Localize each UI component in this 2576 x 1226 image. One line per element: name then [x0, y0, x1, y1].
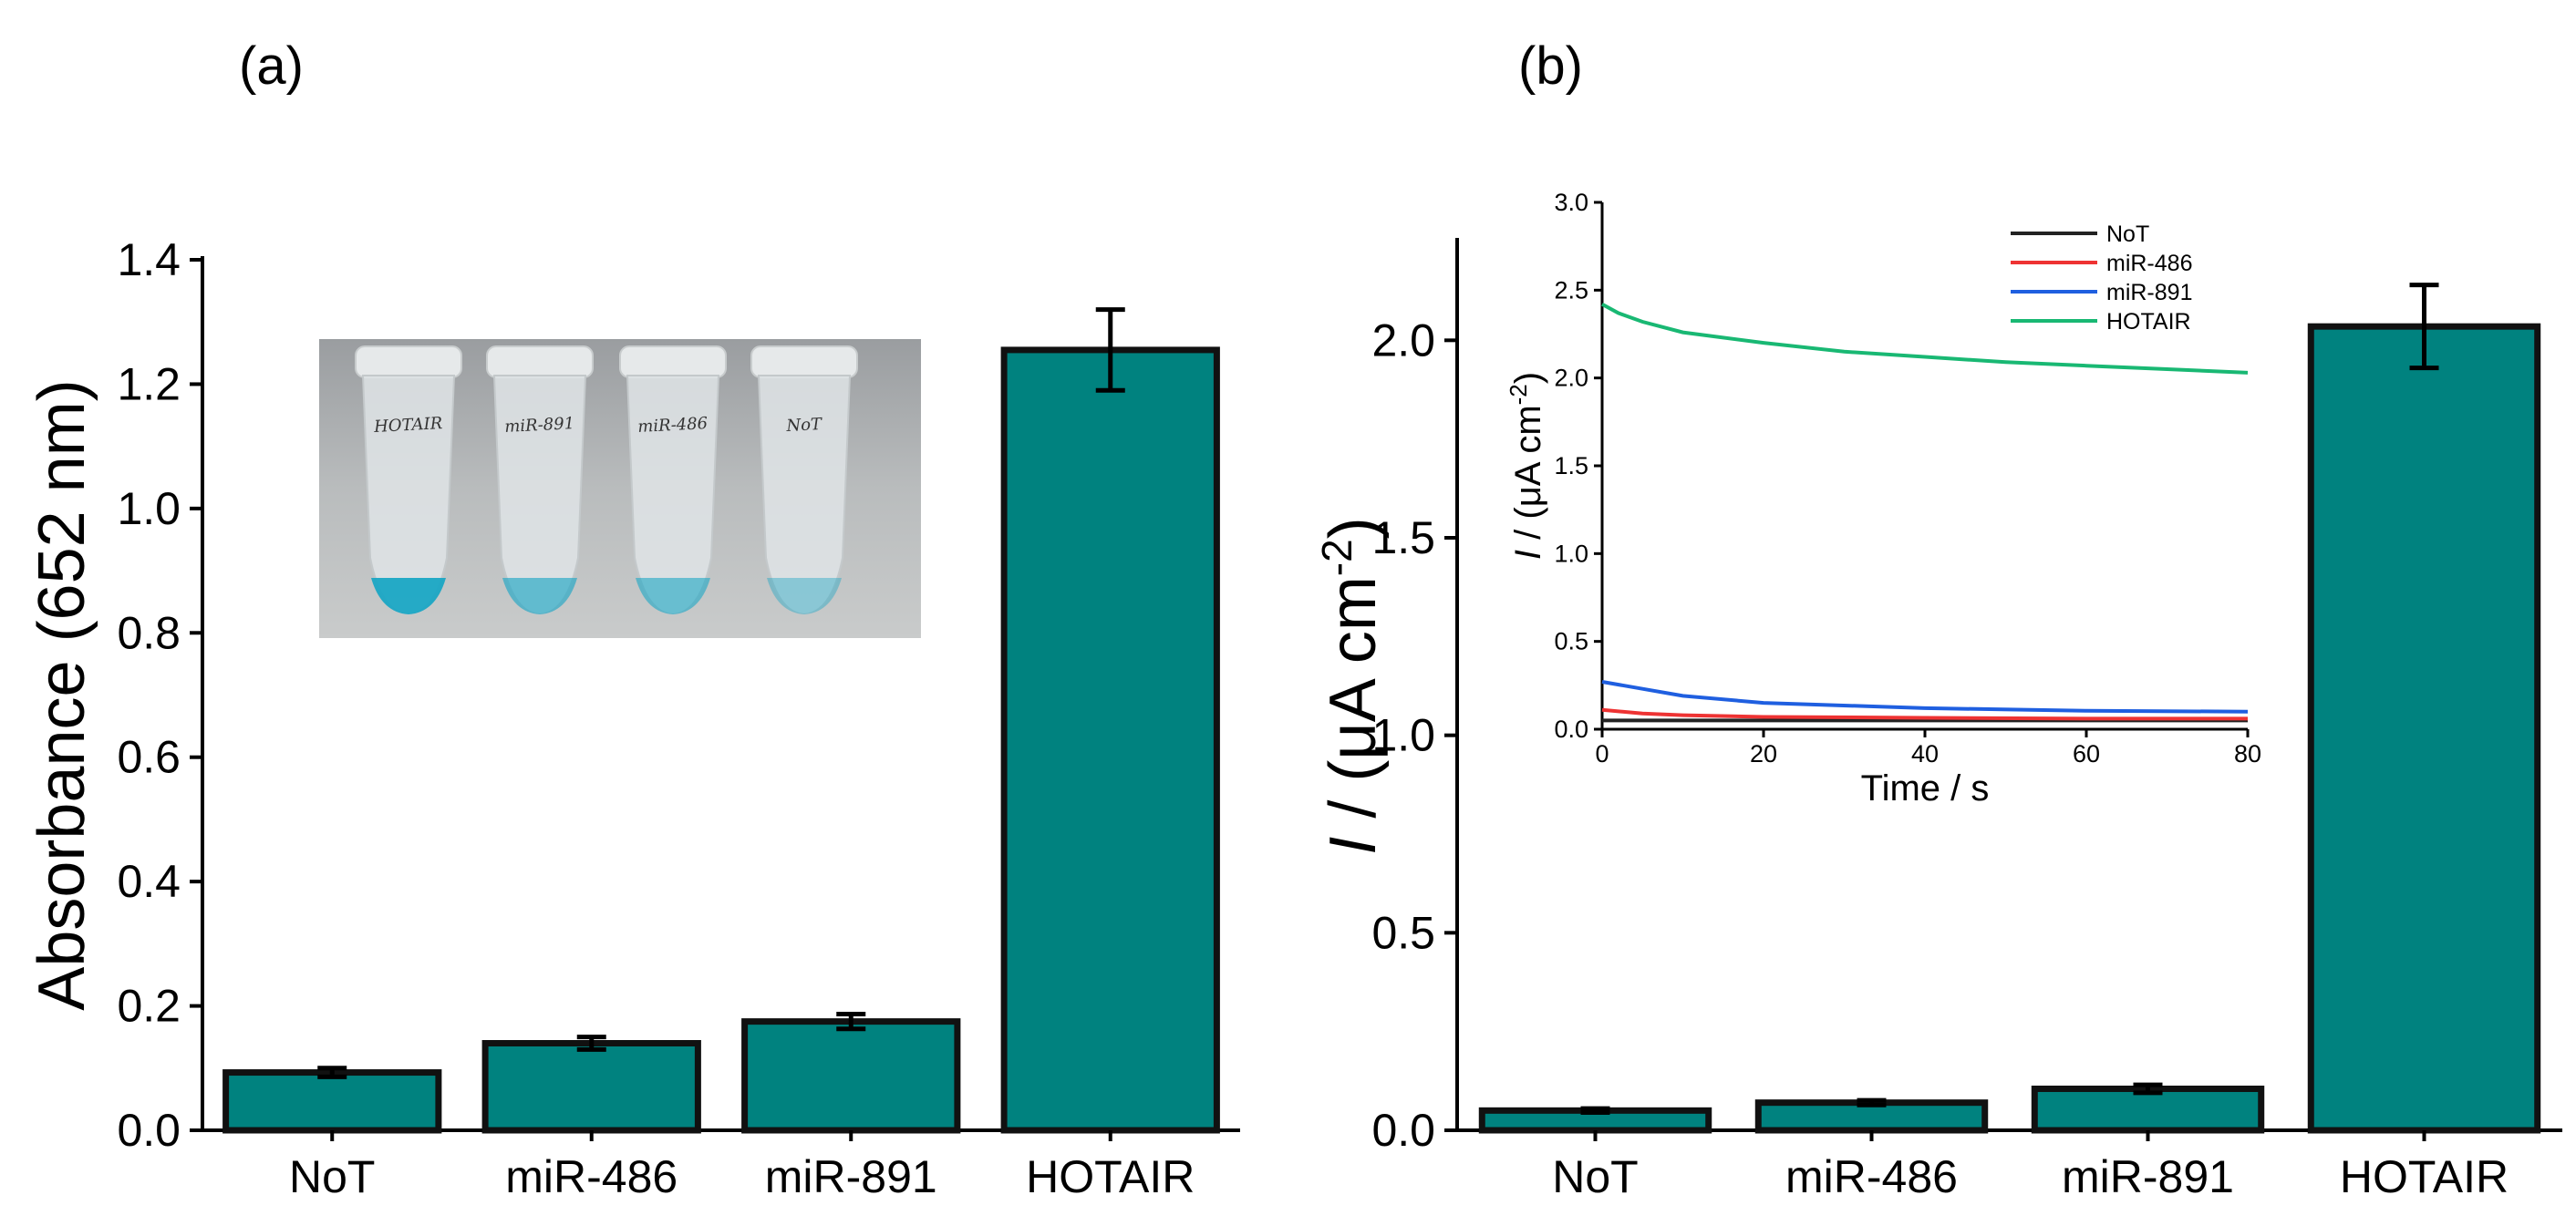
tube-liquid — [371, 578, 446, 614]
bar-miR-486 — [481, 1040, 701, 1134]
y-tick-label: 2.0 — [1371, 314, 1435, 366]
bar-HOTAIR — [1000, 346, 1220, 1134]
inset-y-tick-label: 1.0 — [1554, 540, 1588, 567]
tube-lid — [619, 345, 727, 378]
tube-lid — [486, 345, 594, 378]
y-tick-label: 0.4 — [117, 856, 181, 907]
inset-y-tick-label: 2.0 — [1554, 365, 1588, 392]
tube-label: miR-891 — [504, 414, 575, 437]
y-tick-label: 0.5 — [1371, 907, 1435, 958]
legend-label-miR-891: miR-891 — [2106, 280, 2192, 305]
x-tick-label: miR-486 — [1785, 1151, 1958, 1202]
inset-x-axis-label: Time / s — [1861, 768, 1990, 809]
bar-NoT — [222, 1069, 442, 1134]
panel-a-label: (a) — [239, 36, 304, 96]
tube-liquid — [636, 578, 710, 614]
chart-b: 0.0 0.5 1.0 1.5 2.0 NoT miR-486 miR-891 HOTAIR I … — [1313, 189, 2562, 1202]
inset-x-tick-label: 60 — [2073, 740, 2100, 768]
inset-y-axis-label: I / (μA cm-2) — [1505, 372, 1548, 560]
y-tick-label: 0.6 — [117, 732, 181, 783]
x-tick-label: miR-891 — [2062, 1151, 2234, 1202]
inset-y-tick-label: 3.0 — [1554, 189, 1588, 216]
tube-lid — [750, 345, 858, 378]
inset-y-tick-label: 0.5 — [1554, 628, 1588, 655]
inset-x-tick-label: 20 — [1750, 740, 1777, 768]
x-tick-label: NoT — [1552, 1151, 1638, 1202]
series-line-HOTAIR — [1601, 302, 2249, 375]
series-line-miR-891 — [1601, 680, 2249, 714]
tube-miR-891: miR-891 — [486, 345, 594, 616]
legend-label-HOTAIR: HOTAIR — [2106, 309, 2191, 335]
y-tick-label: 1.5 — [1371, 512, 1435, 563]
x-tick-label: miR-486 — [505, 1151, 678, 1202]
y-axis-label: Absorbance (652 nm) — [26, 379, 98, 1010]
y-tick-label: 1.0 — [117, 483, 181, 534]
tube-liquid — [767, 578, 842, 614]
series-line-miR-486 — [1601, 707, 2248, 721]
y-axis-label: I / (μA cm-2) — [1313, 517, 1390, 854]
x-tick-label: NoT — [289, 1151, 375, 1202]
tube-NoT: NoT — [750, 345, 858, 616]
inset-y-tick-label: 0.0 — [1554, 716, 1588, 743]
inset-x-tick-label: 0 — [1595, 740, 1609, 768]
tube-liquid — [502, 578, 577, 614]
x-tick-label: HOTAIR — [2340, 1151, 2509, 1202]
tube-photo: HOTAIR miR-891 miR-486 NoT — [319, 339, 921, 638]
y-tick-label: 0.8 — [117, 607, 181, 658]
x-tick-label: miR-891 — [765, 1151, 937, 1202]
inset-x-tick-label: 80 — [2234, 740, 2261, 768]
chart-a: 0.0 0.2 0.4 0.6 0.8 1.0 1.2 1.4 NoT miR-486 miR-89… — [26, 234, 1240, 1202]
x-tick-label: HOTAIR — [1026, 1151, 1195, 1202]
tube-label: NoT — [785, 415, 824, 436]
bar-HOTAIR — [2307, 323, 2541, 1134]
y-tick-label: 0.0 — [1371, 1105, 1435, 1156]
inset-y-tick-label: 2.5 — [1554, 276, 1588, 304]
tube-miR-486: miR-486 — [619, 345, 727, 616]
y-tick-label: 1.0 — [1371, 710, 1435, 761]
tube-lid — [355, 345, 462, 378]
tube-body — [757, 375, 852, 616]
panel-b-label: (b) — [1518, 36, 1583, 96]
y-tick-label: 1.4 — [117, 234, 181, 285]
y-tick-label: 0.0 — [117, 1105, 181, 1156]
inset-line-chart: 0.0 0.5 1.0 1.5 2.0 2.5 3.0 0 20 40 60 80 Time / s I … — [1505, 189, 2261, 809]
inset-plot-area — [1602, 202, 2248, 729]
inset-y-tick-label: 1.5 — [1554, 452, 1588, 479]
tube-HOTAIR: HOTAIR — [355, 345, 462, 616]
y-tick-label: 0.2 — [117, 981, 181, 1032]
inset-x-tick-label: 40 — [1911, 740, 1939, 768]
tube-label: HOTAIR — [373, 414, 443, 437]
bar-miR-891 — [741, 1018, 961, 1134]
y-tick-label: 1.2 — [117, 358, 181, 409]
tube-label: miR-486 — [637, 414, 709, 437]
legend-label-miR-486: miR-486 — [2106, 251, 2192, 276]
legend-label-NoT: NoT — [2106, 222, 2149, 247]
